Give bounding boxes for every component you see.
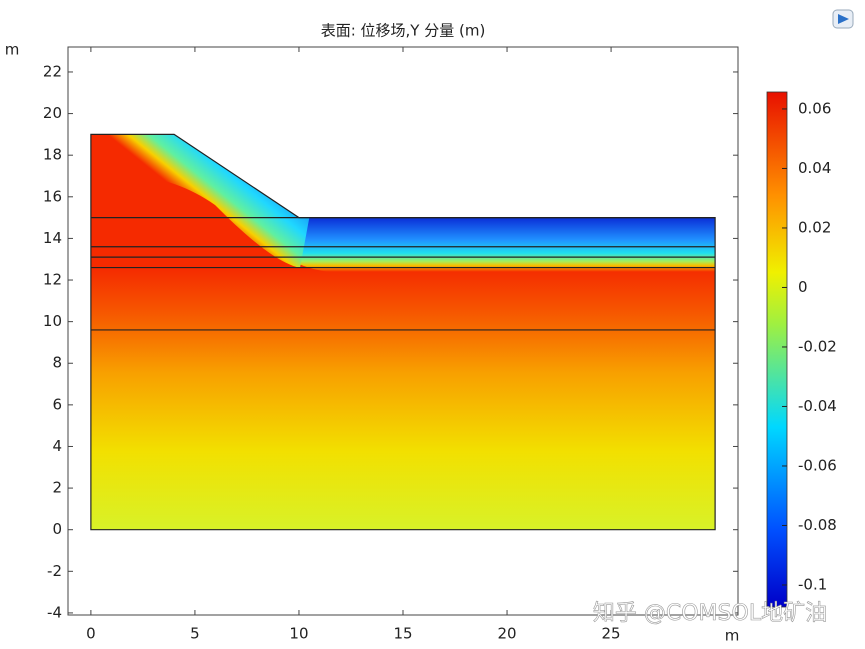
colorbar-tick-label: -0.06 xyxy=(798,456,837,474)
y-tick-label: 20 xyxy=(43,104,62,122)
x-tick-label: 0 xyxy=(86,625,96,643)
y-tick-label: 6 xyxy=(52,395,62,413)
colorbar-tick-label: 0.02 xyxy=(798,218,831,236)
x-tick-label: 25 xyxy=(602,625,621,643)
colorbar-tick-label: 0.04 xyxy=(798,159,831,177)
chart-title: 表面: 位移场,Y 分量 (m) xyxy=(321,22,486,40)
colorbar xyxy=(766,91,788,608)
y-tick-label: 22 xyxy=(43,62,62,80)
app-icon-glyph xyxy=(838,14,849,24)
y-tick-label: 0 xyxy=(52,520,62,538)
y-tick-label: 14 xyxy=(43,229,62,247)
y-tick-label: -4 xyxy=(47,603,62,621)
colorbar-tick-label: -0.02 xyxy=(798,337,837,355)
x-axis-unit: m xyxy=(725,627,740,645)
y-axis-unit: m xyxy=(5,41,20,59)
watermark: 知乎 @COMSOL地矿油 xyxy=(593,601,827,626)
colorbar-tick-label: -0.08 xyxy=(798,516,837,534)
x-tick-label: 15 xyxy=(393,625,412,643)
x-tick-label: 5 xyxy=(190,625,200,643)
x-tick-label: 10 xyxy=(289,625,308,643)
y-tick-label: 16 xyxy=(43,187,62,205)
y-tick-label: 10 xyxy=(43,312,62,330)
y-tick-label: 12 xyxy=(43,271,62,289)
y-tick-label: 2 xyxy=(52,479,62,497)
y-tick-label: -2 xyxy=(47,562,62,580)
colorbar-tick-label: -0.04 xyxy=(798,397,837,415)
field-cap xyxy=(280,212,716,272)
x-tick-label: 20 xyxy=(497,625,516,643)
y-tick-label: 4 xyxy=(52,437,62,455)
y-tick-label: 8 xyxy=(52,354,62,372)
colorbar-tick-label: 0 xyxy=(798,278,808,296)
colorbar-tick-label: -0.1 xyxy=(798,575,827,593)
colorbar-tick-label: 0.06 xyxy=(798,99,831,117)
y-tick-label: 18 xyxy=(43,146,62,164)
